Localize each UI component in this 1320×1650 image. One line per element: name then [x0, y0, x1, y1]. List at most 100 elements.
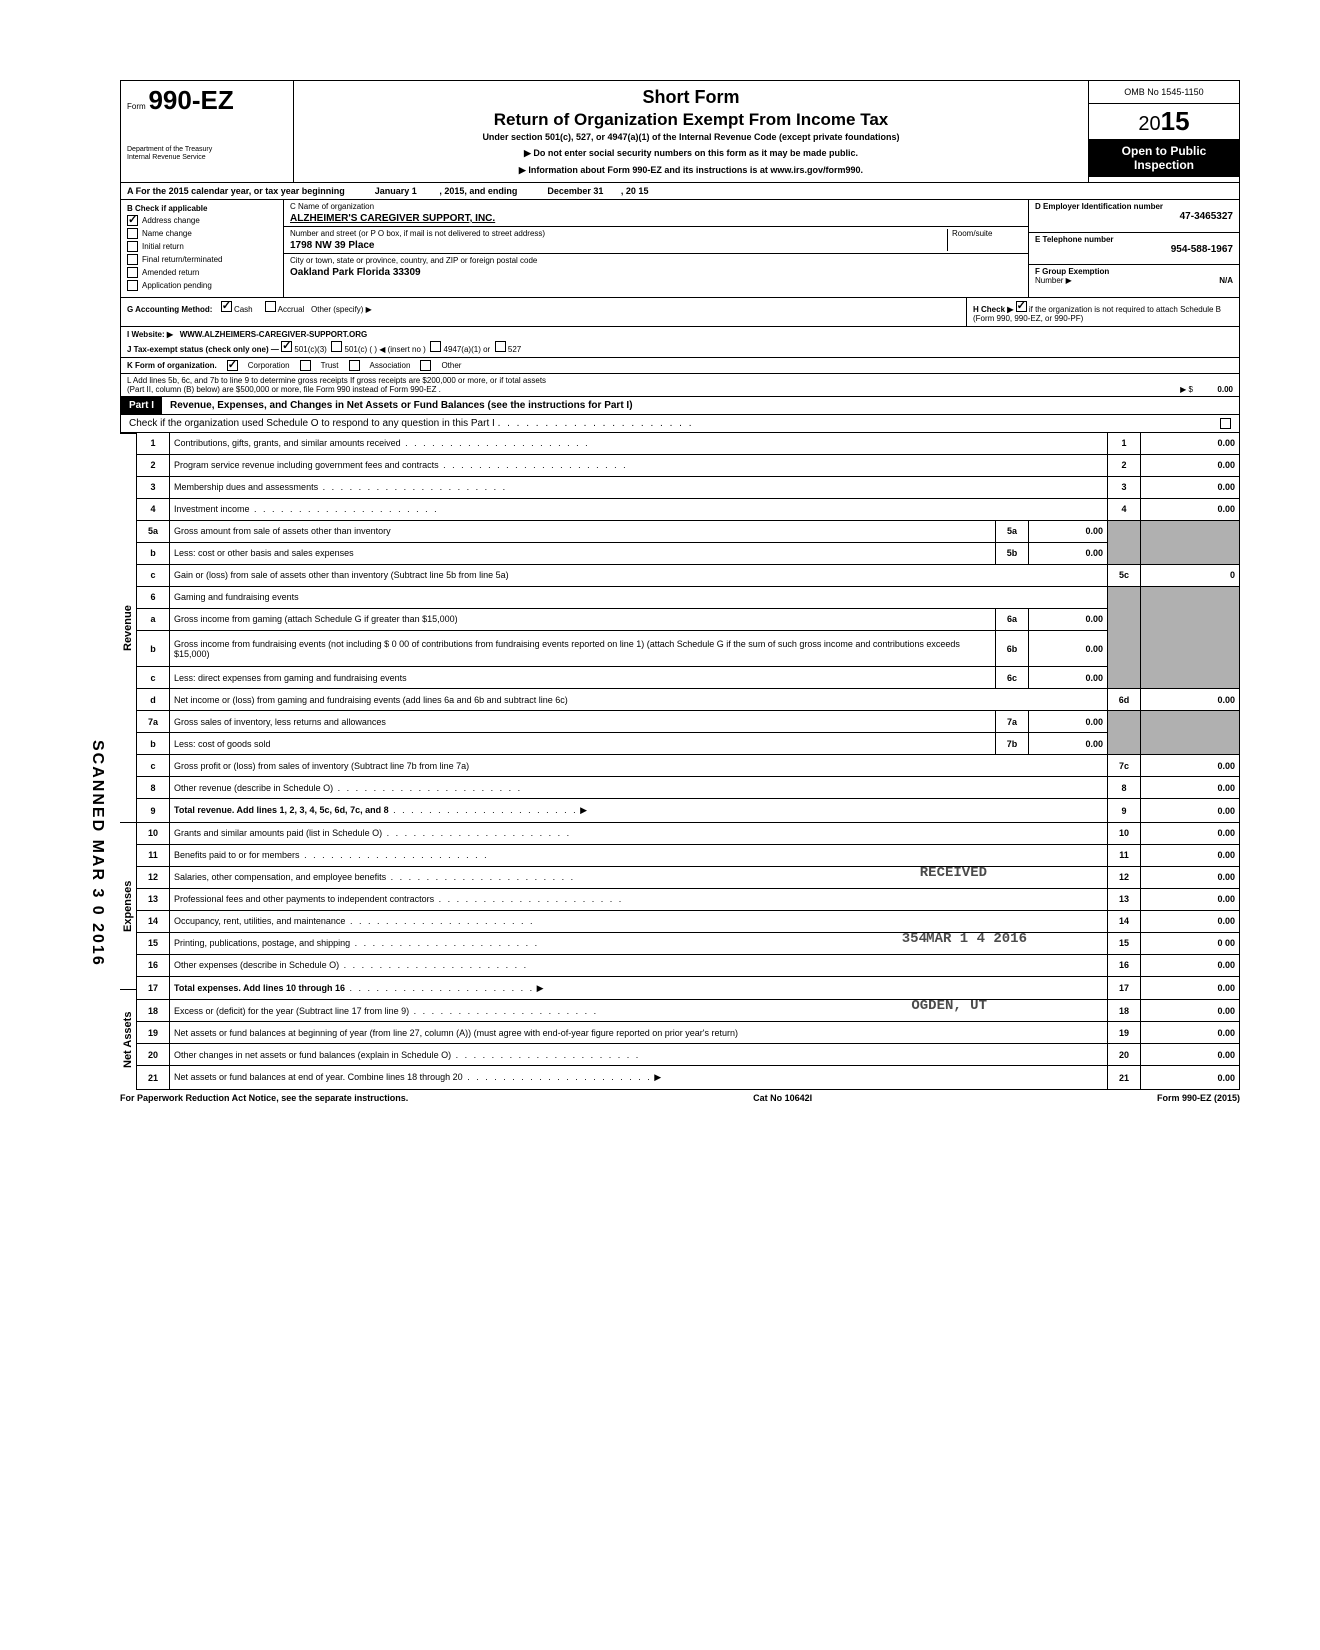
- f-label: F Group Exemption: [1035, 267, 1233, 276]
- form-number: 990-EZ: [148, 85, 233, 115]
- lines-table: 1 Contributions, gifts, grants, and simi…: [137, 433, 1240, 1090]
- col-b: B Check if applicable Address change Nam…: [121, 200, 284, 297]
- header-right: OMB No 1545-1150 2015 Open to Public Ins…: [1089, 81, 1239, 182]
- header-center: Short Form Return of Organization Exempt…: [294, 81, 1089, 182]
- cb-name-change[interactable]: Name change: [127, 228, 277, 239]
- row-gh: G Accounting Method: Cash Accrual Other …: [120, 298, 1240, 327]
- c-city-value: Oakland Park Florida 33309: [290, 267, 1022, 278]
- row-a-end: December 31: [547, 186, 603, 196]
- header-left: Form 990-EZ Department of the Treasury I…: [121, 81, 294, 182]
- received-stamp-1: RECEIVED: [920, 865, 987, 881]
- cb-final-return[interactable]: Final return/terminated: [127, 254, 277, 265]
- cb-501c[interactable]: [331, 341, 342, 352]
- ln-1-val: 0.00: [1141, 433, 1240, 454]
- l-line1: L Add lines 5b, 6c, and 7b to line 9 to …: [127, 376, 1233, 385]
- b-label: B Check if applicable: [127, 204, 277, 213]
- dept-line2: Internal Revenue Service: [127, 154, 287, 162]
- row-a-tail: , 20 15: [621, 186, 649, 196]
- part-i-check: Check if the organization used Schedule …: [120, 415, 1240, 433]
- arrow-line-1: ▶ Do not enter social security numbers o…: [304, 148, 1078, 159]
- omb-number: OMB No 1545-1150: [1089, 81, 1239, 104]
- side-expenses: Expenses: [120, 822, 137, 989]
- l-value: 0.00: [1217, 385, 1233, 394]
- open-line2: Inspection: [1091, 158, 1237, 172]
- received-stamp-4: 354: [902, 931, 927, 947]
- h-label: H Check ▶: [973, 305, 1013, 314]
- cb-application-pending[interactable]: Application pending: [127, 280, 277, 291]
- footer-left: For Paperwork Reduction Act Notice, see …: [120, 1093, 408, 1103]
- g-label: G Accounting Method:: [127, 305, 212, 314]
- row-l: L Add lines 5b, 6c, and 7b to line 9 to …: [120, 374, 1240, 397]
- row-a-left: A For the 2015 calendar year, or tax yea…: [127, 186, 345, 196]
- g-section: G Accounting Method: Cash Accrual Other …: [121, 298, 967, 326]
- scanned-stamp: SCANNED MAR 3 0 2016: [88, 740, 106, 967]
- row-a-begin: January 1: [375, 186, 417, 196]
- received-stamp-3: OGDEN, UT: [911, 998, 987, 1014]
- arrow-line-2: ▶ Information about Form 990-EZ and its …: [304, 165, 1078, 176]
- open-public: Open to Public Inspection: [1089, 140, 1239, 177]
- cb-cash[interactable]: [221, 301, 232, 312]
- cb-501c3[interactable]: [281, 341, 292, 352]
- footer-right: Form 990-EZ (2015): [1157, 1093, 1240, 1103]
- row-ij: I Website: ▶ WWW.ALZHEIMERS-CAREGIVER-SU…: [120, 327, 1240, 358]
- col-c: C Name of organization ALZHEIMER'S CAREG…: [284, 200, 1029, 297]
- l-line2: (Part II, column (B) below) are $500,000…: [127, 385, 441, 394]
- c-street-value: 1798 NW 39 Place: [290, 240, 947, 251]
- i-value: WWW.ALZHEIMERS-CAREGIVER-SUPPORT.ORG: [180, 330, 368, 339]
- i-label: I Website: ▶: [127, 330, 173, 339]
- c-room-label: Room/suite: [947, 229, 1022, 251]
- cb-accrual[interactable]: [265, 301, 276, 312]
- e-label: E Telephone number: [1035, 235, 1233, 244]
- form-page: SCANNED MAR 3 0 2016 Form 990-EZ Departm…: [80, 20, 1280, 1146]
- cb-h[interactable]: [1016, 301, 1027, 312]
- c-name-label: C Name of organization: [290, 202, 1022, 211]
- ln-1-no: 1: [137, 433, 170, 454]
- h-section: H Check ▶ if the organization is not req…: [967, 298, 1239, 326]
- tax-year: 2015: [1089, 104, 1239, 140]
- lines-container: Revenue Expenses Net Assets 1 Contributi…: [120, 433, 1240, 1090]
- received-stamp-2: MAR 1 4 2016: [926, 931, 1027, 947]
- e-value: 954-588-1967: [1035, 244, 1233, 255]
- c-city-label: City or town, state or province, country…: [290, 256, 1022, 265]
- cb-assoc[interactable]: [349, 360, 360, 371]
- d-label: D Employer Identification number: [1035, 202, 1233, 211]
- cb-trust[interactable]: [300, 360, 311, 371]
- l-arrow: ▶ $: [1180, 385, 1193, 394]
- title-short-form: Short Form: [304, 87, 1078, 108]
- row-a-mid: , 2015, and ending: [439, 186, 517, 196]
- year-prefix: 20: [1138, 113, 1160, 135]
- cb-4947[interactable]: [430, 341, 441, 352]
- section-bcdef: B Check if applicable Address change Nam…: [120, 200, 1240, 298]
- c-street-label: Number and street (or P O box, if mail i…: [290, 229, 947, 238]
- ln-1-desc: Contributions, gifts, grants, and simila…: [174, 438, 401, 448]
- dept-line1: Department of the Treasury: [127, 146, 287, 154]
- cb-corp[interactable]: [227, 360, 238, 371]
- part-i-label: Part I: [121, 397, 162, 414]
- side-net-assets: Net Assets: [120, 989, 137, 1090]
- cb-amended-return[interactable]: Amended return: [127, 267, 277, 278]
- footer-mid: Cat No 10642I: [753, 1093, 812, 1103]
- col-def: D Employer Identification number 47-3465…: [1029, 200, 1239, 297]
- footer: For Paperwork Reduction Act Notice, see …: [120, 1090, 1240, 1106]
- part-i-header: Part I Revenue, Expenses, and Changes in…: [120, 397, 1240, 415]
- cb-other-org[interactable]: [420, 360, 431, 371]
- cb-initial-return[interactable]: Initial return: [127, 241, 277, 252]
- f-label2: Number ▶: [1035, 276, 1072, 285]
- cb-schedule-o[interactable]: [1220, 418, 1231, 429]
- subtitle: Under section 501(c), 527, or 4947(a)(1)…: [304, 132, 1078, 142]
- part-i-title: Revenue, Expenses, and Changes in Net As…: [162, 397, 1239, 414]
- part-i-check-text: Check if the organization used Schedule …: [129, 418, 495, 429]
- c-name-value: ALZHEIMER'S CAREGIVER SUPPORT, INC.: [290, 213, 1022, 224]
- year-digits: 15: [1161, 106, 1190, 136]
- g-other: Other (specify) ▶: [311, 305, 372, 314]
- row-k: K Form of organization. Corporation Trus…: [120, 358, 1240, 374]
- j-label: J Tax-exempt status (check only one) —: [127, 345, 279, 354]
- ij-section: I Website: ▶ WWW.ALZHEIMERS-CAREGIVER-SU…: [121, 327, 1239, 357]
- cb-527[interactable]: [495, 341, 506, 352]
- open-line1: Open to Public: [1091, 144, 1237, 158]
- dept-treasury: Department of the Treasury Internal Reve…: [127, 146, 287, 161]
- k-label: K Form of organization.: [127, 361, 217, 370]
- side-labels: Revenue Expenses Net Assets: [120, 433, 137, 1090]
- form-prefix: Form: [127, 102, 146, 111]
- cb-address-change[interactable]: Address change: [127, 215, 277, 226]
